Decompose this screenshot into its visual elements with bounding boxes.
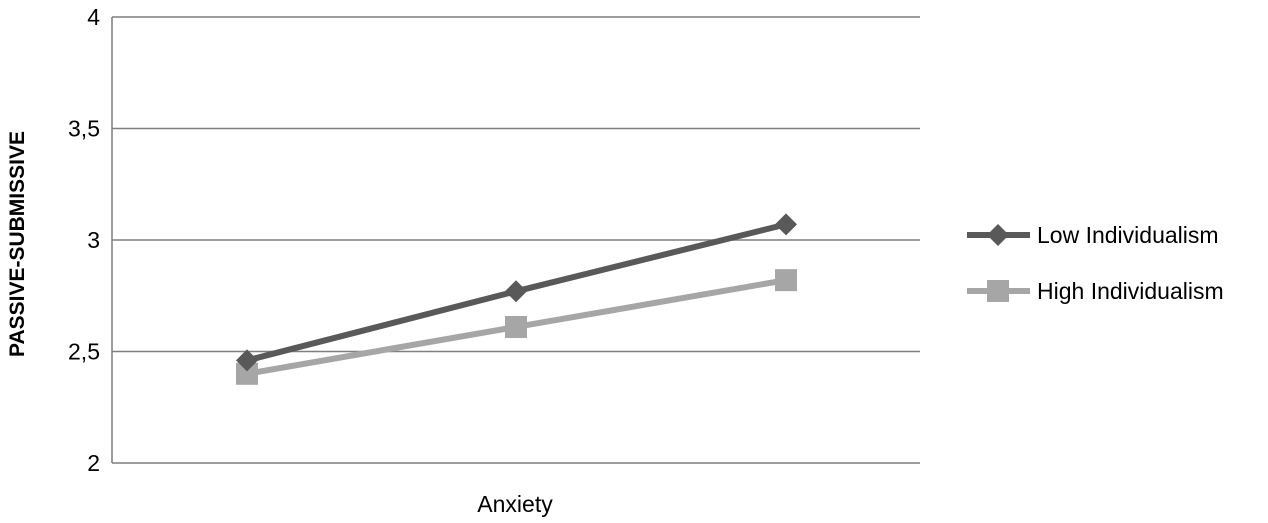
y-axis-title: PASSIVE-SUBMISSIVE [6,131,29,357]
data-point [505,280,527,303]
legend: Low Individualism High Individualism [967,222,1224,304]
series-low-individualism [236,213,797,372]
data-point [775,213,797,236]
series-group [236,213,797,385]
legend-item: Low Individualism [967,222,1219,248]
legend-item: High Individualism [967,278,1224,304]
legend-marker [987,280,1009,302]
data-point [236,362,258,385]
y-tick-label: 2 [87,450,100,476]
data-point [236,349,258,372]
legend-label: High Individualism [1037,278,1224,304]
y-tick-label: 2,5 [68,339,100,365]
x-axis-title: Anxiety [477,491,553,517]
data-point [505,315,527,338]
legend-marker [987,224,1009,246]
y-tick-labels: 2 2,5 3 3,5 4 [68,4,100,476]
gridlines [112,16,920,464]
y-tick-label: 3,5 [68,116,100,142]
y-tick-label: 4 [87,4,100,30]
y-tick-label: 3 [87,227,100,253]
data-point [775,269,797,292]
legend-label: Low Individualism [1037,222,1219,248]
series-high-individualism [236,269,797,385]
